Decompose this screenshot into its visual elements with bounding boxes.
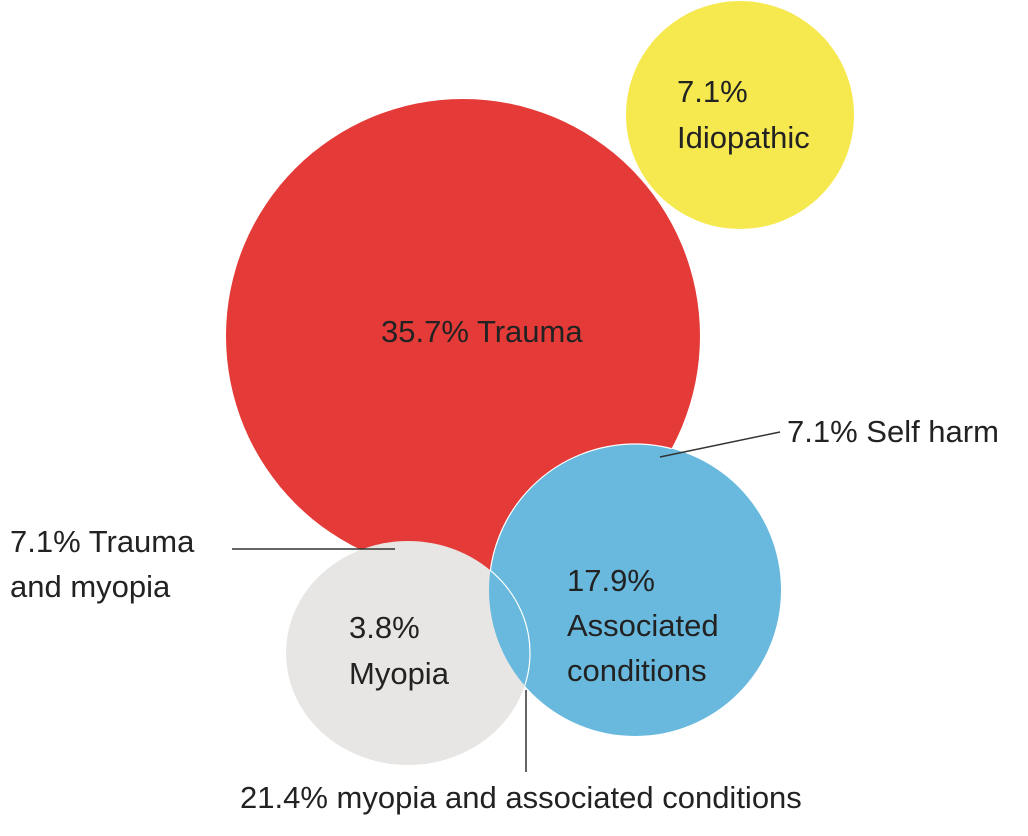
associated-overlap-outline: [488, 443, 700, 573]
trauma-myopia-callout-line1: 7.1% Trauma: [10, 524, 195, 559]
idiopathic-percent: 7.1%: [677, 74, 748, 109]
associated-label-line1: Associated: [567, 608, 719, 643]
self-harm-callout: 7.1% Self harm: [787, 414, 999, 449]
myopia-ellipse: [286, 541, 530, 765]
myopia-overlap-outline: [489, 540, 531, 736]
myopia-percent: 3.8%: [349, 610, 420, 645]
myopia-associated-callout: 21.4% myopia and associated conditions: [240, 780, 802, 815]
associated-percent: 17.9%: [567, 563, 655, 598]
self-harm-leader-line: [659, 431, 781, 458]
trauma-label: 35.7% Trauma: [381, 314, 583, 349]
idiopathic-label: Idiopathic: [677, 120, 810, 155]
trauma-myopia-callout-line2: and myopia: [10, 569, 171, 604]
myopia-label: Myopia: [349, 656, 450, 691]
idiopathic-circle: [626, 1, 854, 229]
associated-conditions-circle: [489, 444, 781, 736]
associated-label-line2: conditions: [567, 653, 707, 688]
